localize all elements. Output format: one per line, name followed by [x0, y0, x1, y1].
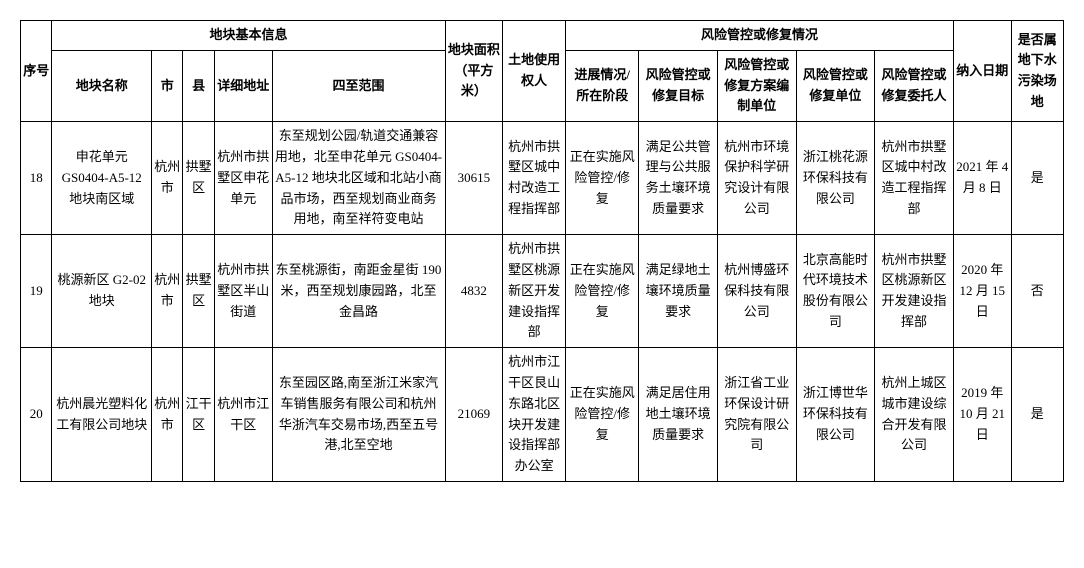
cell-county: 江干区 [183, 348, 214, 482]
header-area: 地块面积（平方米） [445, 21, 503, 122]
cell-city: 杭州市 [152, 348, 183, 482]
cell-client: 杭州市拱墅区桃源新区开发建设指挥部 [875, 235, 954, 348]
cell-area: 4832 [445, 235, 503, 348]
header-planner: 风险管控或修复方案编制单位 [717, 50, 796, 121]
header-date: 纳入日期 [953, 21, 1011, 122]
header-county: 县 [183, 50, 214, 121]
cell-planner: 浙江省工业环保设计研究院有限公司 [717, 348, 796, 482]
cell-addr: 杭州市江干区 [214, 348, 272, 482]
table-row: 18申花单元 GS0404-A5-12 地块南区域杭州市拱墅区杭州市拱墅区申花单… [21, 122, 1064, 235]
cell-planner: 杭州市环境保护科学研究设计有限公司 [717, 122, 796, 235]
cell-city: 杭州市 [152, 122, 183, 235]
header-basic-info: 地块基本信息 [52, 21, 445, 51]
cell-progress: 正在实施风险管控/修复 [566, 122, 639, 235]
header-bounds: 四至范围 [272, 50, 445, 121]
cell-target: 满足公共管理与公共服务土壤环境质量要求 [639, 122, 718, 235]
cell-planner: 杭州博盛环保科技有限公司 [717, 235, 796, 348]
header-addr: 详细地址 [214, 50, 272, 121]
cell-unit: 北京高能时代环境技术股份有限公司 [796, 235, 875, 348]
header-name: 地块名称 [52, 50, 152, 121]
cell-area: 21069 [445, 348, 503, 482]
header-risk-control: 风险管控或修复情况 [566, 21, 954, 51]
cell-target: 满足居住用地土壤环境质量要求 [639, 348, 718, 482]
cell-seq: 20 [21, 348, 52, 482]
table-body: 18申花单元 GS0404-A5-12 地块南区域杭州市拱墅区杭州市拱墅区申花单… [21, 122, 1064, 482]
header-target: 风险管控或修复目标 [639, 50, 718, 121]
cell-unit: 浙江桃花源环保科技有限公司 [796, 122, 875, 235]
cell-date: 2020 年 12 月 15 日 [953, 235, 1011, 348]
cell-progress: 正在实施风险管控/修复 [566, 348, 639, 482]
header-city: 市 [152, 50, 183, 121]
cell-date: 2019 年 10 月 21 日 [953, 348, 1011, 482]
cell-target: 满足绿地土壤环境质量要求 [639, 235, 718, 348]
header-user: 土地使用权人 [503, 21, 566, 122]
cell-addr: 杭州市拱墅区半山街道 [214, 235, 272, 348]
cell-bounds: 东至园区路,南至浙江米家汽车销售服务有限公司和杭州华浙汽车交易市场,西至五号港,… [272, 348, 445, 482]
cell-name: 桃源新区 G2-02 地块 [52, 235, 152, 348]
cell-county: 拱墅区 [183, 235, 214, 348]
cell-bounds: 东至桃源街，南距金星街 190 米，西至规划康园路，北至金昌路 [272, 235, 445, 348]
header-groundwater: 是否属地下水污染场地 [1011, 21, 1063, 122]
cell-groundwater: 否 [1011, 235, 1063, 348]
cell-name: 杭州晨光塑料化工有限公司地块 [52, 348, 152, 482]
cell-area: 30615 [445, 122, 503, 235]
header-unit: 风险管控或修复单位 [796, 50, 875, 121]
cell-groundwater: 是 [1011, 122, 1063, 235]
cell-name: 申花单元 GS0404-A5-12 地块南区域 [52, 122, 152, 235]
cell-seq: 19 [21, 235, 52, 348]
cell-seq: 18 [21, 122, 52, 235]
cell-groundwater: 是 [1011, 348, 1063, 482]
cell-user: 杭州市拱墅区城中村改造工程指挥部 [503, 122, 566, 235]
header-client: 风险管控或修复委托人 [875, 50, 954, 121]
land-parcel-table: 序号 地块基本信息 地块面积（平方米） 土地使用权人 风险管控或修复情况 纳入日… [20, 20, 1064, 482]
cell-progress: 正在实施风险管控/修复 [566, 235, 639, 348]
cell-addr: 杭州市拱墅区申花单元 [214, 122, 272, 235]
cell-user: 杭州市江干区艮山东路北区块开发建设指挥部办公室 [503, 348, 566, 482]
cell-date: 2021 年 4 月 8 日 [953, 122, 1011, 235]
cell-client: 杭州市拱墅区城中村改造工程指挥部 [875, 122, 954, 235]
cell-user: 杭州市拱墅区桃源新区开发建设指挥部 [503, 235, 566, 348]
cell-city: 杭州市 [152, 235, 183, 348]
header-seq: 序号 [21, 21, 52, 122]
cell-client: 杭州上城区城市建设综合开发有限公司 [875, 348, 954, 482]
table-header: 序号 地块基本信息 地块面积（平方米） 土地使用权人 风险管控或修复情况 纳入日… [21, 21, 1064, 122]
header-progress: 进展情况/所在阶段 [566, 50, 639, 121]
table-row: 19桃源新区 G2-02 地块杭州市拱墅区杭州市拱墅区半山街道东至桃源街，南距金… [21, 235, 1064, 348]
cell-bounds: 东至规划公园/轨道交通兼容用地，北至申花单元 GS0404-A5-12 地块北区… [272, 122, 445, 235]
cell-unit: 浙江博世华环保科技有限公司 [796, 348, 875, 482]
cell-county: 拱墅区 [183, 122, 214, 235]
table-row: 20杭州晨光塑料化工有限公司地块杭州市江干区杭州市江干区东至园区路,南至浙江米家… [21, 348, 1064, 482]
